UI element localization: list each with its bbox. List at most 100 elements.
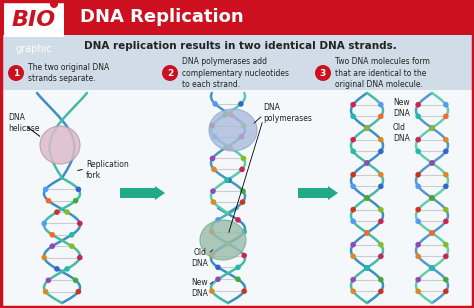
Circle shape [209,288,215,294]
Circle shape [364,230,370,236]
Circle shape [49,243,55,249]
Circle shape [378,277,383,282]
Circle shape [415,148,421,154]
Circle shape [443,114,449,119]
Circle shape [350,172,356,177]
Circle shape [429,265,435,271]
Circle shape [429,125,435,131]
Circle shape [49,232,55,237]
Circle shape [238,101,244,107]
Circle shape [415,219,421,224]
Circle shape [364,195,370,201]
Circle shape [443,242,449,247]
Circle shape [77,255,82,260]
Circle shape [364,265,370,271]
Ellipse shape [40,126,80,164]
Circle shape [46,278,51,283]
Circle shape [240,188,246,194]
Circle shape [215,217,221,223]
Circle shape [429,195,435,201]
Circle shape [429,195,435,201]
Circle shape [350,219,356,224]
Circle shape [350,102,356,107]
Text: BIO: BIO [12,10,56,30]
Circle shape [350,148,356,154]
Circle shape [443,253,449,259]
Circle shape [350,253,356,259]
Text: The two original DNA
strands separate.: The two original DNA strands separate. [28,63,109,83]
Circle shape [429,230,435,236]
Text: DNA
helicase: DNA helicase [8,113,39,133]
Circle shape [415,184,421,189]
Circle shape [429,125,435,131]
Circle shape [227,145,233,150]
Circle shape [69,243,74,249]
Circle shape [235,277,241,282]
Circle shape [350,207,356,213]
Circle shape [443,277,449,282]
Circle shape [43,289,48,294]
Circle shape [378,148,383,154]
Circle shape [210,188,216,194]
Circle shape [222,112,228,118]
Text: 1: 1 [13,68,19,78]
Text: DNA polymerases add
complementary nucleotides
to each strand.: DNA polymerases add complementary nucleo… [182,57,289,89]
Bar [0,57,474,90]
Circle shape [241,288,247,294]
Circle shape [364,160,370,166]
Text: DNA replication results in two identical DNA strands.: DNA replication results in two identical… [83,41,396,51]
Circle shape [50,0,58,8]
Ellipse shape [209,109,257,151]
Text: 2: 2 [167,68,173,78]
Circle shape [162,65,178,81]
Circle shape [75,289,81,294]
Text: Old
DNA: Old DNA [393,123,410,143]
Circle shape [240,199,246,205]
Circle shape [64,266,70,272]
Circle shape [75,187,81,192]
Circle shape [415,137,421,143]
Circle shape [443,289,449,294]
Text: Replication
fork: Replication fork [86,160,129,180]
Ellipse shape [200,220,246,260]
Circle shape [212,101,218,107]
Circle shape [378,184,383,189]
Circle shape [350,289,356,294]
Circle shape [443,137,449,143]
Circle shape [210,123,215,128]
Text: Old
DNA: Old DNA [191,248,209,268]
Circle shape [364,195,370,201]
Circle shape [364,125,370,131]
Circle shape [429,230,435,236]
Bar [0,35,474,57]
Circle shape [225,241,231,246]
Circle shape [235,217,241,223]
Circle shape [224,177,230,183]
Circle shape [235,265,241,270]
Circle shape [415,172,421,177]
Circle shape [43,187,48,192]
Circle shape [241,156,246,161]
Bar [68,0,474,35]
FancyArrow shape [298,186,338,200]
Circle shape [364,160,370,166]
Circle shape [225,241,231,246]
Circle shape [350,184,356,189]
Circle shape [415,114,421,119]
Circle shape [215,265,221,270]
Circle shape [73,198,78,204]
Circle shape [54,266,60,272]
Circle shape [429,265,435,271]
Circle shape [46,198,51,204]
Circle shape [378,114,383,119]
Circle shape [54,209,60,215]
Circle shape [77,221,82,226]
Circle shape [364,230,370,236]
Bar [0,0,68,57]
Circle shape [443,148,449,154]
Circle shape [378,242,383,247]
Circle shape [443,102,449,107]
Bar [0,90,474,308]
Text: New
DNA: New DNA [393,98,410,118]
Circle shape [378,102,383,107]
